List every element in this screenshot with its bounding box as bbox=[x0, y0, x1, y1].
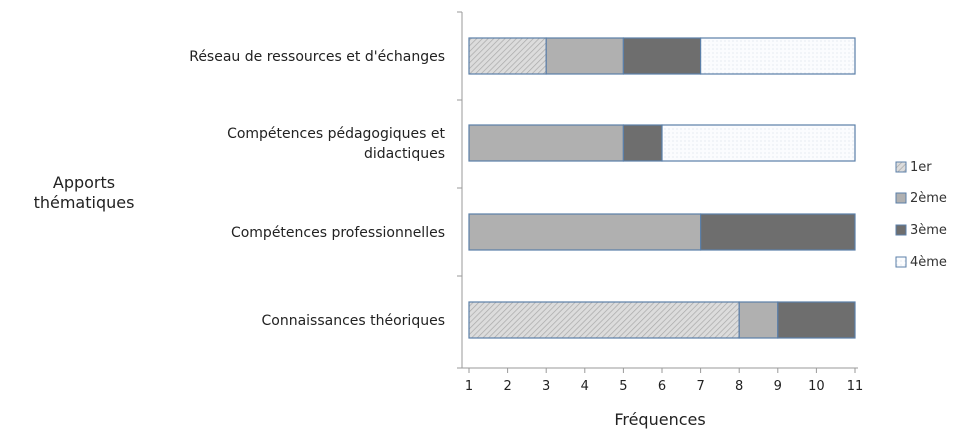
y-axis-ticks bbox=[457, 11, 462, 369]
bars bbox=[468, 37, 856, 339]
x-tick-label: 1 bbox=[465, 379, 473, 394]
bar-segment bbox=[622, 37, 702, 75]
bar-segment bbox=[777, 301, 856, 339]
y-axis bbox=[457, 11, 463, 369]
x-tick-label: 5 bbox=[619, 379, 627, 394]
x-axis-title: Fréquences bbox=[614, 410, 705, 429]
legend-item: 2ème bbox=[895, 191, 947, 206]
legend-label: 1er bbox=[910, 160, 932, 175]
legend-swatch bbox=[895, 161, 907, 173]
category-label: Compétences professionnelles bbox=[231, 225, 445, 241]
x-axis: 1 2 3 4 5 6 7 8 9 10 11 bbox=[462, 367, 863, 394]
legend-label: 2ème bbox=[910, 191, 947, 206]
legend-item: 3ème bbox=[895, 223, 947, 238]
x-tick-label: 11 bbox=[847, 379, 864, 394]
x-tick-label: 4 bbox=[581, 379, 589, 394]
y-axis-title: Apports thématiques bbox=[34, 173, 135, 212]
category-label: Réseau de ressources et d'échanges bbox=[189, 49, 445, 65]
legend-swatch bbox=[895, 192, 907, 204]
x-axis-ticks: 1 2 3 4 5 6 7 8 9 10 11 bbox=[465, 368, 863, 394]
bar-segment bbox=[738, 301, 779, 339]
x-tick-label: 7 bbox=[696, 379, 704, 394]
x-tick-label: 8 bbox=[735, 379, 743, 394]
x-tick-label: 6 bbox=[658, 379, 666, 394]
legend-swatch bbox=[895, 256, 907, 268]
bar-segment bbox=[622, 124, 663, 162]
legend-label: 3ème bbox=[910, 223, 947, 238]
legend-item: 4ème bbox=[895, 255, 947, 270]
legend-label: 4ème bbox=[910, 255, 947, 270]
x-tick-label: 3 bbox=[542, 379, 550, 394]
legend-item: 1er bbox=[895, 160, 932, 175]
bar-segment bbox=[468, 301, 740, 339]
bar-segment bbox=[468, 37, 547, 75]
legend-swatch bbox=[895, 224, 907, 236]
y-axis-title-line-1: Apports bbox=[53, 173, 115, 192]
x-tick-label: 9 bbox=[774, 379, 782, 394]
bar-segment bbox=[468, 124, 624, 162]
category-label: Connaissances théoriques bbox=[261, 313, 445, 329]
bar-segment bbox=[468, 213, 702, 251]
x-tick-label: 10 bbox=[808, 379, 825, 394]
y-axis-title-line-2: thématiques bbox=[34, 193, 135, 212]
legend: 1er 2ème 3ème 4ème bbox=[895, 160, 947, 270]
bar-segment bbox=[699, 213, 856, 251]
category-label: didactiques bbox=[364, 146, 445, 162]
x-tick-label: 2 bbox=[503, 379, 511, 394]
category-labels: Réseau de ressources et d'échanges Compét… bbox=[189, 49, 445, 329]
bar-segment bbox=[545, 37, 625, 75]
bar-segment bbox=[661, 124, 856, 162]
bar-segment bbox=[699, 37, 856, 75]
category-label: Compétences pédagogiques et bbox=[227, 126, 445, 142]
